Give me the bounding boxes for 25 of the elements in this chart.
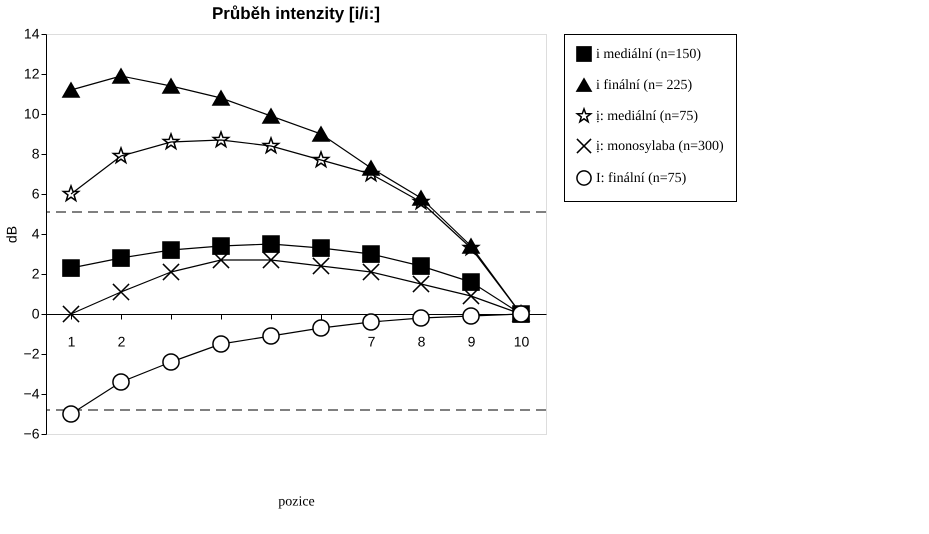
y-tick-label: 6 xyxy=(32,186,40,202)
x-tick-label: 2 xyxy=(118,334,126,350)
y-tick-label: −2 xyxy=(24,346,40,362)
x-tick-label: 9 xyxy=(468,334,476,350)
y-tick-label: 4 xyxy=(32,226,40,242)
x-tick-label: 7 xyxy=(368,334,376,350)
y-tick-label: 14 xyxy=(24,26,40,42)
y-tick-label: −6 xyxy=(24,426,40,442)
legend-label: ị: mediální (n=75) xyxy=(596,109,698,124)
x-tick-label: 10 xyxy=(514,334,530,350)
y-tick-label: −4 xyxy=(24,386,40,402)
y-axis-title: dB xyxy=(4,226,20,244)
legend-label: i finální (n= 225) xyxy=(596,78,692,93)
y-tick-label: 8 xyxy=(32,146,40,162)
y-tick-label: 12 xyxy=(24,66,40,82)
legend-label: ị: monosylaba (n=300) xyxy=(596,139,724,154)
x-tick-label: 1 xyxy=(68,334,76,350)
x-axis-title: pozice xyxy=(278,494,315,510)
x-tick-label: 8 xyxy=(418,334,426,350)
y-tick-label: 10 xyxy=(24,106,40,122)
y-tick-label: 2 xyxy=(32,266,40,282)
y-tick-label: 0 xyxy=(32,306,40,322)
legend-label: i mediální (n=150) xyxy=(596,47,702,62)
chart-title: Průběh intenzity [i/i:] xyxy=(212,4,380,23)
legend-label: I: finální (n=75) xyxy=(596,171,687,186)
